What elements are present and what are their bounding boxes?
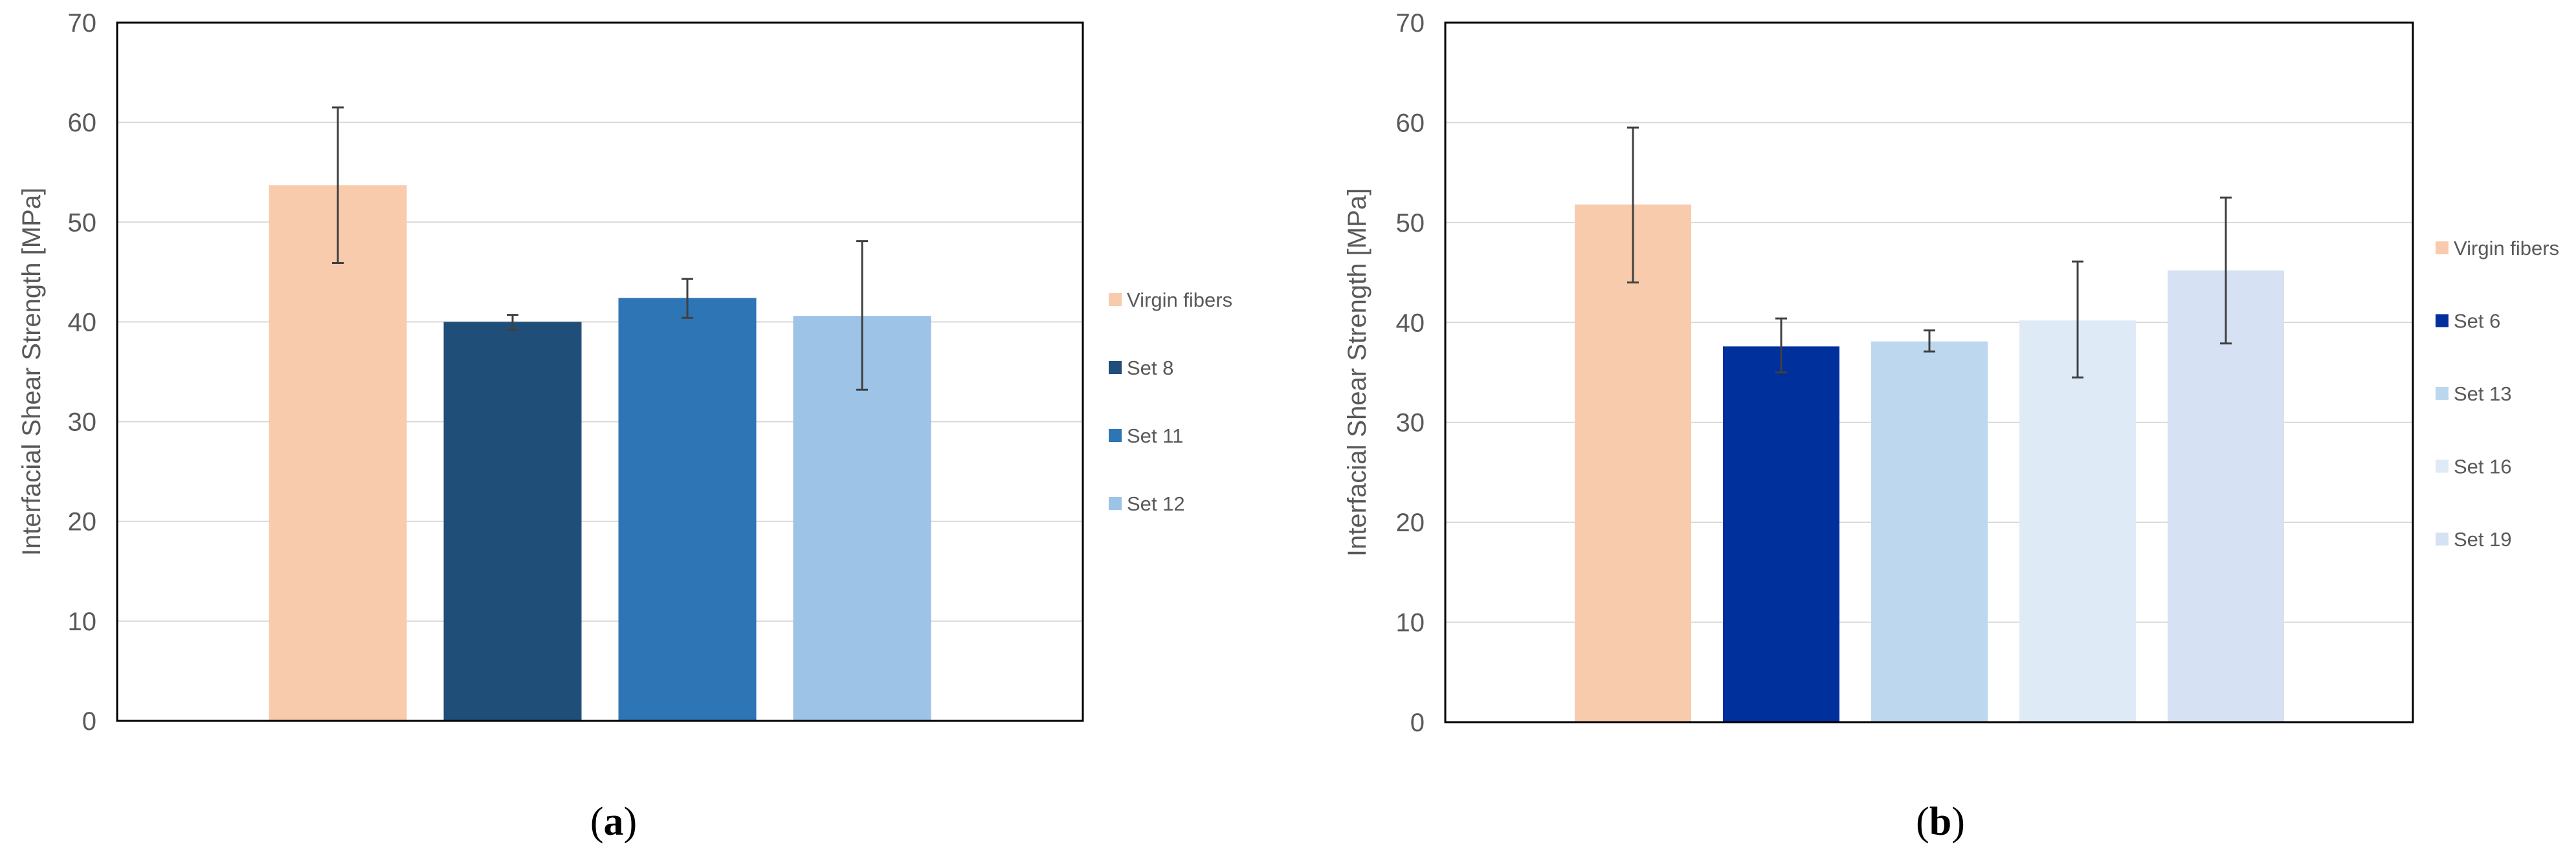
panel-b-legend-swatch-2: [2436, 387, 2448, 400]
panel-b-legend-label-2: Set 13: [2454, 382, 2512, 405]
panel-b-bar-4: [2168, 270, 2284, 722]
panel-a-bar-0: [269, 185, 407, 721]
panel-a-bar-1: [443, 322, 582, 721]
panel-b-ytick-label-40: 40: [1396, 309, 1425, 337]
panel-b-legend-label-1: Set 6: [2454, 310, 2500, 333]
panel-a-legend-swatch-0: [1109, 293, 1122, 306]
panel-b-ytick-label-10: 10: [1396, 609, 1425, 637]
panel-b-caption: (b): [1916, 800, 1965, 844]
panel-a-legend-swatch-3: [1109, 497, 1122, 510]
panel-b-bar-2: [1871, 341, 1988, 722]
panel-b-ytick-label-0: 0: [1410, 709, 1425, 737]
chart-panel-b: 0 10 20 30 40 50 60 70 Interfacial Shear Strengt…: [1343, 9, 2559, 737]
panel-a-legend-label-0: Virgin fibers: [1127, 289, 1232, 311]
chart-panel-a: 0 10 20 30 40 50 60 70 Interfacial Shear Strengt…: [17, 9, 1232, 736]
panel-b-legend-swatch-0: [2436, 241, 2448, 254]
panel-b-ytick-label-60: 60: [1396, 109, 1425, 137]
panel-a-ytick-label-0: 0: [82, 707, 96, 736]
panel-b-legend-swatch-4: [2436, 533, 2448, 546]
panel-b-legend-swatch-3: [2436, 459, 2448, 473]
panel-a-ytick-label-10: 10: [68, 608, 97, 636]
panel-b-ytick-label-70: 70: [1396, 9, 1425, 38]
panel-a-ytick-label-50: 50: [68, 208, 97, 237]
panel-b-plot-frame: [1444, 21, 2414, 723]
panel-b-legend-label-3: Set 16: [2454, 456, 2512, 478]
panel-b-ytick-label-20: 20: [1396, 509, 1425, 537]
panel-b-legend-label-0: Virgin fibers: [2454, 237, 2559, 259]
panel-b-y-axis-label: Interfacial Shear Strength [MPa]: [1343, 188, 1371, 557]
panel-a-ytick-label-20: 20: [68, 508, 97, 536]
panel-b-ytick-label-30: 30: [1396, 409, 1425, 437]
panel-b-ytick-label-50: 50: [1396, 209, 1425, 237]
panel-a-legend-label-1: Set 8: [1127, 357, 1173, 379]
panel-a-ytick-label-60: 60: [68, 109, 97, 137]
panel-a-plot-frame: [116, 21, 1084, 722]
panel-b-bar-1: [1723, 346, 1839, 722]
panel-a-ytick-label-70: 70: [68, 9, 97, 38]
panel-a-bar-2: [618, 298, 757, 721]
panel-b-legend-swatch-1: [2436, 314, 2448, 327]
panel-a-ytick-label-30: 30: [68, 408, 97, 437]
panel-b-caption-letter: b: [1929, 800, 1951, 844]
panel-b-bar-3: [2019, 320, 2136, 722]
panel-a-caption: (a): [590, 800, 637, 844]
panel-a-legend-swatch-2: [1109, 429, 1122, 442]
panel-a-legend-label-2: Set 11: [1127, 424, 1183, 447]
panel-a-legend-swatch-1: [1109, 361, 1122, 374]
panel-a-legend-label-3: Set 12: [1127, 492, 1185, 515]
panel-a-ytick-label-40: 40: [68, 308, 97, 336]
panel-b-legend-label-4: Set 19: [2454, 528, 2512, 551]
panel-b-bar-0: [1575, 204, 1691, 722]
panel-a-y-axis-label: Interfacial Shear Strength [MPa]: [17, 188, 46, 556]
panel-a-caption-letter: a: [604, 800, 624, 844]
